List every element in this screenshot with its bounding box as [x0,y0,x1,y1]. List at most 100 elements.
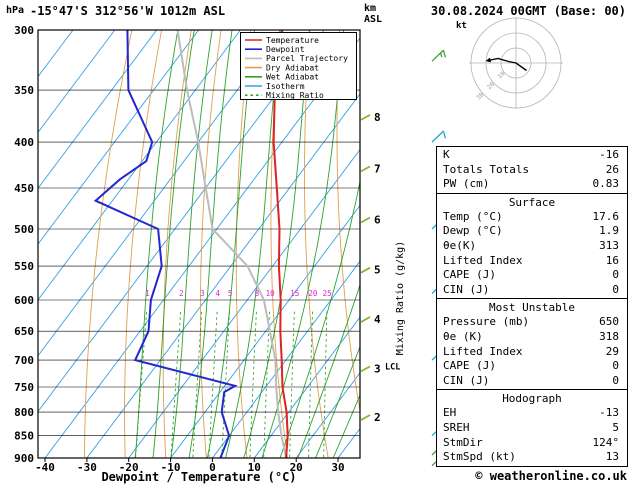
lcl-label: LCL [385,363,400,373]
mixing-ratio-value-label: 20 [308,289,318,298]
stat-row: CAPE (J) 0 [437,359,627,374]
pressure-tick-label: 350 [14,84,34,97]
wind-barb [431,49,447,62]
km-tick-label: 2 [374,411,381,424]
axis-labels: 300350400450500550600650700750800850900-… [6,3,406,484]
datetime-title: 30.08.2024 00GMT (Base: 00) [430,4,626,18]
stat-value: 1.9 [599,224,619,238]
temp-tick-label: -20 [119,461,139,474]
hodograph-trace [490,57,527,72]
mixing-ratio-value-label: 2 [179,289,184,298]
temp-tick-label: -30 [77,461,97,474]
sounding-curves [93,30,289,458]
mixing-ratio-value-label: 15 [290,289,299,298]
x-axis-label: Dewpoint / Temperature (°C) [101,470,296,484]
legend-label: Mixing Ratio [266,91,324,100]
stat-value: 650 [599,315,619,329]
hodograph-unit-label: kt [456,21,467,31]
mixing-ratio-value-label: 1 [145,289,150,298]
temp-tick-label: -40 [35,461,55,474]
stats-section-hodograph: Hodograph EH -13 SREH 5 StmDir 124° StmSpd (kt)… [437,389,627,465]
wind-barb [431,130,447,143]
stats-section-title: Surface [508,195,556,209]
km-tick-label: 4 [374,313,381,326]
altitude-unit-km: km [364,3,376,14]
stat-label: θe(K) [443,238,477,252]
temperature-curve [272,30,289,458]
mixing-ratio-value-label: 3 [200,289,205,298]
station-title: -15°47'S 312°56'W 1012m ASL [30,4,226,18]
km-tick-label: 3 [374,362,381,375]
dewpoint-curve [93,30,238,458]
temp-tick-label: 30 [331,461,344,474]
stats-section-indices: K -16 Totals Totals 26 PW (cm) 0.83 [437,147,627,193]
legend-label: Temperature [266,36,319,45]
stats-section-most-unstable: Most Unstable Pressure (mb) 650 θe (K) 318 Li… [437,298,627,389]
temp-tick-label: 0 [209,461,216,474]
stat-label: CIN (J) [443,373,490,387]
hodograph-ring-label: 10 [497,70,507,80]
stat-row: CIN (J) 0 [437,283,627,298]
legend-label: Isotherm [266,82,305,91]
stat-value: 16 [605,253,619,267]
stat-row: Totals Totals 26 [437,163,627,178]
stat-row: CIN (J) 0 [437,374,627,389]
pressure-tick-label: 900 [14,452,34,465]
pressure-tick-label: 550 [14,260,34,273]
stat-row: Pressure (mb) 650 [437,315,627,330]
hodograph-ring-label: 30 [475,91,485,101]
pressure-tick-label: 600 [14,294,34,307]
legend-label: Dewpoint [266,45,305,54]
pressure-tick-label: 500 [14,223,34,236]
temp-tick-label: 10 [248,461,261,474]
mixing-ratio-value-label: 5 [228,289,233,298]
stat-value: 26 [605,162,619,176]
km-tick-label: 6 [374,214,381,227]
stats-section-surface: Surface Temp (°C) 17.6 Dewp (°C) 1.9 θe(K) 313… [437,192,627,299]
temp-tick-label: 20 [290,461,303,474]
mixing-ratio-value-labels: 1 2 3 4 5 8 10 15 20 25 [145,289,331,298]
hodograph-arrowhead [485,57,491,63]
stat-row: PW (cm) 0.83 [437,177,627,192]
stat-value: 0 [612,282,619,296]
stat-label: CIN (J) [443,282,490,296]
stat-value: 0 [612,373,619,387]
mixing-ratio-axis-label: Mixing Ratio (g/kg) [395,241,406,355]
stat-row: Temp (°C) 17.6 [437,210,627,225]
stat-label: Lifted Index [443,253,523,267]
stat-row: StmSpd (kt) 13 [437,450,627,465]
stat-value: 29 [605,344,619,358]
stat-row: StmDir 124° [437,436,627,451]
stat-row: θe(K) 313 [437,239,627,254]
pressure-tick-label: 650 [14,325,34,338]
stat-row: Lifted Index 16 [437,254,627,269]
mixing-ratio-value-label: 8 [255,289,260,298]
mixing-ratio-value-label: 4 [216,289,221,298]
stat-label: θe (K) [443,329,483,343]
km-tick-label: 8 [374,111,381,124]
copyright: © weatheronline.co.uk [475,469,627,483]
stat-label: CAPE (J) [443,359,496,373]
stat-value: 313 [599,238,619,252]
wet-adiabats [134,30,360,458]
pressure-tick-label: 800 [14,406,34,419]
pressure-tick-label: 700 [14,354,34,367]
stat-label: SREH [443,420,470,434]
stat-label: PW (cm) [443,177,490,191]
stat-label: Totals Totals [443,162,530,176]
legend-label: Dry Adiabat [266,63,319,72]
km-tick-label: 5 [374,264,381,277]
legend-label: Wet Adiabat [266,73,319,82]
stat-row: SREH 5 [437,421,627,436]
temp-tick-label: -10 [161,461,181,474]
stat-row: θe (K) 318 [437,330,627,345]
mixing-ratio-value-label: 10 [266,289,276,298]
stat-value: -16 [599,148,619,161]
legend-box [240,32,357,100]
stat-value: 124° [592,435,620,449]
stats-section-title: Hodograph [502,392,562,406]
stats-section-title: Most Unstable [488,301,576,315]
pressure-unit-label: hPa [6,5,24,16]
